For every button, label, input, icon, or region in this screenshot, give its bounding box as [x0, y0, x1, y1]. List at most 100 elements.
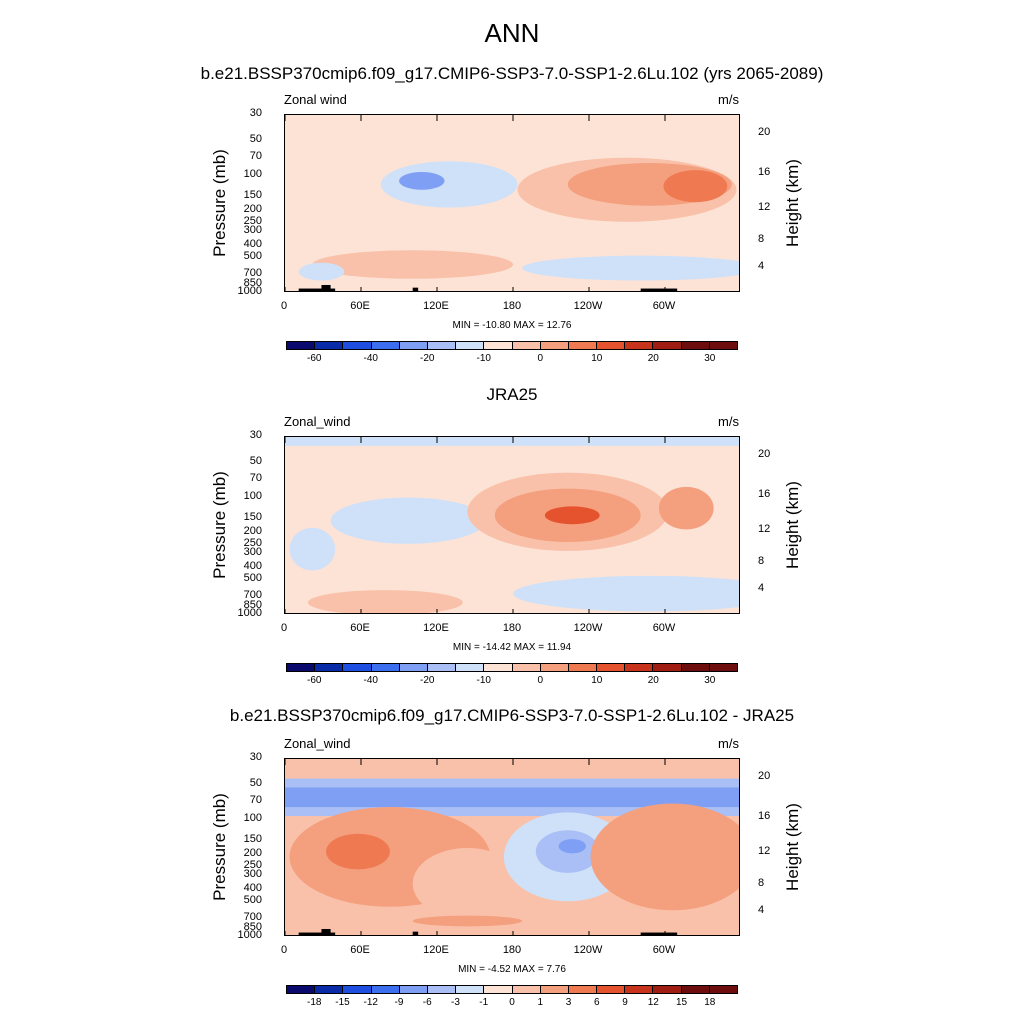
terrain-mask — [298, 932, 336, 935]
y-tick-label: 100 — [243, 490, 262, 503]
figure-title: ANN — [484, 18, 540, 48]
contour-plot — [284, 758, 740, 936]
colorbar-swatch — [315, 664, 344, 671]
y-tick-label: 100 — [243, 168, 262, 181]
colorbar-swatch — [709, 664, 737, 671]
x-tick-label: 60E — [350, 300, 370, 312]
variable-label: Zonal wind — [284, 92, 347, 107]
y-tick-label: 250 — [243, 858, 262, 871]
y-tick-label: 30 — [249, 751, 262, 763]
terrain-mask — [412, 287, 419, 291]
colorbar-swatch — [540, 664, 569, 671]
colorbar-label: 1 — [537, 997, 544, 1008]
colorbar-swatch — [399, 342, 428, 349]
colorbar-swatch — [287, 664, 316, 671]
colorbar-label: -12 — [363, 997, 378, 1008]
y2-tick-label: 16 — [758, 488, 771, 501]
contour-region — [513, 575, 739, 612]
terrain-mask — [640, 932, 678, 935]
colorbar-label: 18 — [704, 997, 716, 1008]
colorbar-swatch — [287, 342, 316, 349]
y-tick-label: 200 — [243, 525, 262, 538]
y2-tick-label: 12 — [758, 523, 771, 536]
terrain-mask — [298, 288, 336, 291]
y-tick-label: 100 — [243, 812, 262, 825]
colorbar-swatch — [399, 664, 428, 671]
contour-region — [330, 497, 486, 544]
contour-region — [289, 527, 336, 571]
colorbar-swatch — [343, 986, 372, 993]
y-tick-label: 200 — [243, 203, 262, 216]
contour-region — [412, 848, 523, 920]
y-tick-label: 500 — [243, 893, 262, 906]
contour-field — [285, 759, 739, 935]
colorbar-swatch — [597, 342, 626, 349]
contour-field — [285, 437, 739, 613]
colorbar-swatch — [653, 986, 682, 993]
colorbar-label: 20 — [647, 353, 659, 364]
y-tick-label: 30 — [249, 107, 262, 119]
colorbar-swatch — [315, 986, 344, 993]
x-tick-label: 0 — [280, 300, 288, 312]
y2-tick-label: 20 — [758, 125, 771, 138]
colorbar-swatch — [399, 986, 428, 993]
y2-tick-label: 16 — [758, 166, 771, 179]
x-tick-label: 180 — [502, 300, 522, 312]
y-tick-label: 70 — [249, 472, 262, 484]
contour-region — [544, 506, 600, 525]
colorbar-swatch — [568, 986, 598, 993]
y-tick-label: 250 — [243, 536, 262, 549]
y-tick-label: 500 — [243, 571, 262, 584]
x-tick-label: 60E — [350, 944, 370, 956]
colorbar-label: -60 — [307, 675, 322, 686]
colorbar-swatch — [512, 664, 541, 671]
panel-title: b.e21.BSSP370cmip6.f09_g17.CMIP6-SSP3-7.… — [200, 64, 824, 83]
colorbar-swatch — [343, 664, 372, 671]
contour-region — [285, 787, 739, 808]
contour-region — [412, 915, 523, 927]
y-tick-label: 700 — [243, 266, 262, 279]
contour-region — [663, 170, 728, 203]
y-axis-label: Pressure (mb) — [210, 471, 229, 579]
colorbar-swatch — [625, 986, 654, 993]
colorbar-swatch — [681, 342, 710, 349]
colorbar-swatch — [540, 342, 569, 349]
colorbar-swatch — [456, 342, 485, 349]
colorbar-swatch — [456, 986, 485, 993]
y-tick-label: 50 — [249, 132, 262, 145]
panel-title: b.e21.BSSP370cmip6.f09_g17.CMIP6-SSP3-7.… — [229, 706, 795, 725]
colorbar-swatch — [540, 986, 569, 993]
y-tick-label: 200 — [243, 847, 262, 860]
x-tick-label: 60E — [350, 622, 370, 634]
x-tick-label: 60W — [652, 622, 676, 634]
y-tick-label: 150 — [243, 510, 262, 523]
y2-axis-label: Height (km) — [783, 803, 802, 891]
x-tick-label: 120W — [573, 944, 603, 956]
x-tick-label: 180 — [502, 944, 522, 956]
y-tick-label: 70 — [249, 794, 262, 806]
y-tick-label: 1000 — [237, 929, 262, 941]
x-tick-label: 120E — [423, 944, 449, 956]
colorbar-swatch — [484, 664, 513, 671]
y-tick-label: 150 — [243, 832, 262, 845]
colorbar-swatch — [568, 664, 598, 671]
colorbar-label: 9 — [622, 997, 628, 1008]
colorbar-swatch — [427, 986, 457, 993]
y-tick-label: 400 — [243, 882, 262, 895]
colorbar-swatch — [625, 342, 654, 349]
contour-region — [285, 437, 739, 446]
colorbar-label: -18 — [307, 997, 322, 1008]
colorbar-swatch — [287, 986, 316, 993]
contour-region — [558, 839, 586, 854]
variable-label: Zonal_wind — [284, 736, 351, 751]
y2-axis-label: Height (km) — [783, 481, 802, 569]
colorbar-swatch — [653, 664, 682, 671]
colorbar-swatch — [343, 342, 372, 349]
colorbar-label: 6 — [593, 997, 600, 1008]
contour-region — [590, 803, 739, 911]
colorbar — [286, 985, 738, 994]
contour-plot — [284, 436, 740, 614]
y2-tick-label: 20 — [758, 447, 771, 460]
colorbar-label: 12 — [647, 997, 659, 1008]
min-max-stats: MIN = -4.52 MAX = 7.76 — [458, 964, 566, 975]
